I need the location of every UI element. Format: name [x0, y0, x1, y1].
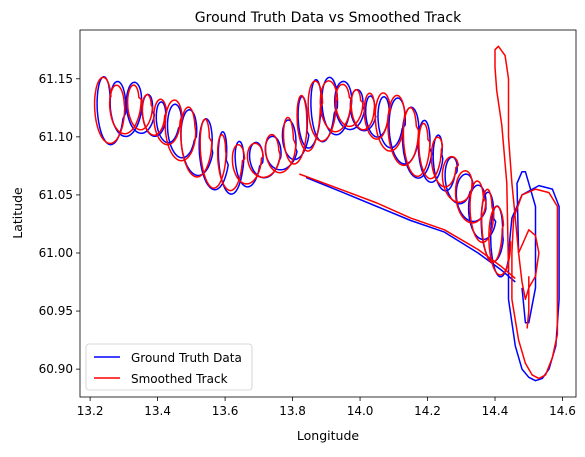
- series-line: [511, 188, 559, 380]
- series-line: [299, 173, 516, 280]
- legend: Ground Truth Data Smoothed Track: [85, 343, 253, 391]
- y-axis: 60.90 60.95 61.00 61.05 61.10 61.15: [39, 72, 80, 376]
- series-line: [517, 229, 540, 301]
- y-tick-label: 61.00: [39, 246, 73, 260]
- legend-box: [85, 343, 253, 391]
- x-axis-label: Longitude: [297, 428, 359, 443]
- series-line: [516, 170, 537, 324]
- series-line: [96, 75, 510, 278]
- y-tick-label: 61.10: [39, 130, 73, 144]
- legend-label-smoothed: Smoothed Track: [131, 372, 228, 386]
- x-tick-label: 13.6: [212, 404, 239, 418]
- legend-label-ground-truth: Ground Truth Data: [131, 351, 242, 365]
- axes-frame: [79, 29, 577, 398]
- series-line: [93, 76, 512, 276]
- x-tick-label: 14.0: [347, 404, 374, 418]
- series-smoothed-track: [93, 45, 559, 380]
- series-line: [526, 276, 530, 329]
- x-tick-label: 14.2: [414, 404, 441, 418]
- series-line: [305, 176, 516, 283]
- y-tick-label: 60.90: [39, 362, 73, 376]
- chart-title: Ground Truth Data vs Smoothed Track: [195, 10, 462, 26]
- y-tick-label: 61.05: [39, 188, 73, 202]
- series-line: [494, 45, 520, 271]
- y-tick-label: 60.95: [39, 304, 73, 318]
- y-axis-label: Latitude: [10, 187, 25, 239]
- x-tick-label: 13.4: [144, 404, 171, 418]
- x-tick-label: 14.4: [482, 404, 509, 418]
- x-tick-label: 14.6: [549, 404, 576, 418]
- x-tick-label: 13.8: [279, 404, 306, 418]
- x-axis: 13.2 13.4 13.6 13.8 14.0 14.2 14.4 14.6: [77, 397, 576, 418]
- x-tick-label: 13.2: [77, 404, 104, 418]
- y-tick-label: 61.15: [39, 72, 73, 86]
- series-line: [507, 184, 560, 382]
- plot-area: [93, 45, 560, 382]
